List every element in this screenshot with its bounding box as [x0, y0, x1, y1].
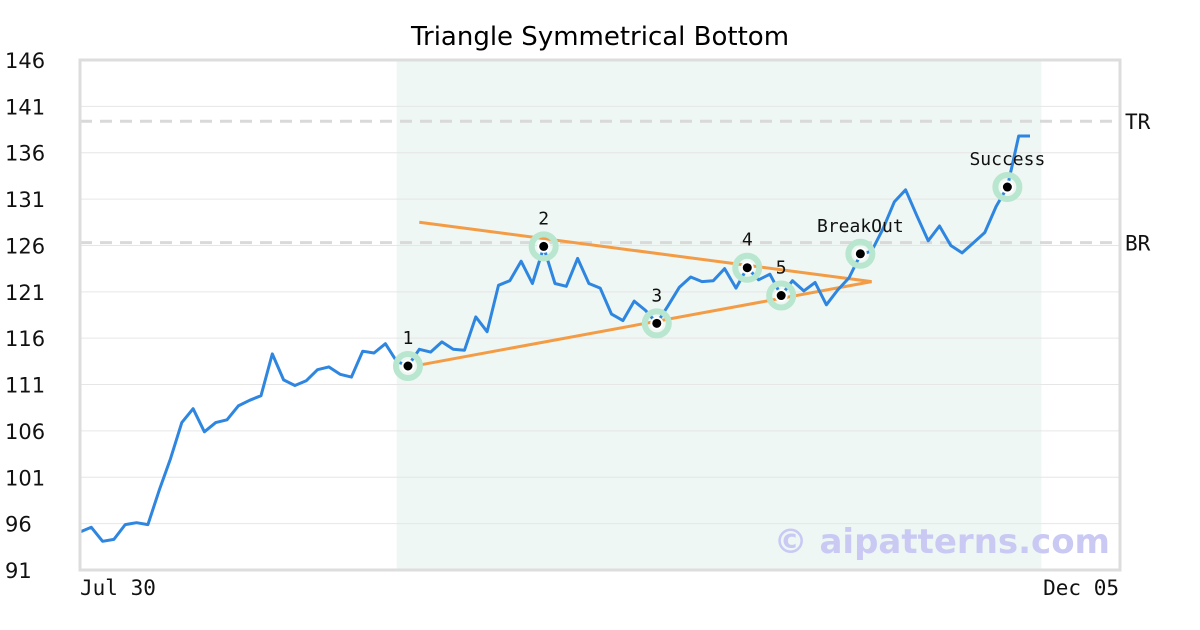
- x-tick-label: Jul 30: [80, 576, 156, 600]
- pattern-region-shade: [396, 60, 1042, 570]
- y-tick-label: 141: [5, 95, 45, 119]
- annotation-point: [774, 289, 788, 303]
- y-tick-label: 126: [5, 234, 45, 258]
- annotation-label: 4: [742, 230, 753, 251]
- annotation-ring: [732, 252, 763, 283]
- annotation-point: [650, 316, 664, 330]
- y-tick-label: 106: [5, 420, 45, 444]
- x-axis-ticks: Jul 30 Dec 05: [80, 576, 1119, 600]
- annotation-label: 3: [651, 285, 662, 306]
- y-tick-label: 121: [5, 281, 45, 305]
- reference-line-label: BR: [1125, 232, 1151, 256]
- annotation-label: 2: [538, 208, 549, 229]
- annotation-point: [537, 239, 551, 253]
- reference-line-label: TR: [1125, 110, 1151, 134]
- y-tick-label: 146: [5, 49, 45, 73]
- y-tick-label: 131: [5, 188, 45, 212]
- y-tick-label: 96: [5, 513, 32, 537]
- annotation-point: [740, 261, 754, 275]
- reference-lines: TR BR: [80, 110, 1151, 256]
- plot-frame: [78, 58, 1122, 572]
- annotation-ring: [766, 280, 797, 311]
- y-axis-ticks: 146 141 136 131 126 121 116 111 106 101 96 91: [5, 49, 45, 583]
- annotation-ring: [641, 308, 672, 339]
- annotation-label: 5: [776, 258, 787, 279]
- annotation-ring: [845, 238, 876, 269]
- grid-lines: [80, 59, 1120, 571]
- annotation-markers: 1 2 3 4 5 BreakOut Success: [392, 149, 1045, 381]
- annotation-label: Success: [969, 149, 1045, 170]
- y-tick-label: 101: [5, 466, 45, 490]
- y-tick-label: 91: [5, 559, 32, 583]
- trendline: [419, 220, 872, 284]
- y-tick-label: 136: [5, 142, 45, 166]
- chart-title: Triangle Symmetrical Bottom: [410, 22, 790, 52]
- watermark: © aipatterns.com: [774, 522, 1110, 562]
- annotation-ring: [528, 231, 559, 262]
- x-tick-label: Dec 05: [1043, 576, 1119, 600]
- annotation-label: 1: [403, 328, 414, 349]
- annotation-ring: [992, 172, 1023, 203]
- y-tick-label: 111: [5, 374, 45, 398]
- annotation-point: [401, 359, 415, 373]
- annotation-point: [853, 247, 867, 261]
- annotation-ring: [392, 351, 423, 381]
- annotation-point: [1000, 180, 1014, 194]
- annotation-label: BreakOut: [817, 216, 904, 237]
- y-tick-label: 116: [5, 327, 45, 351]
